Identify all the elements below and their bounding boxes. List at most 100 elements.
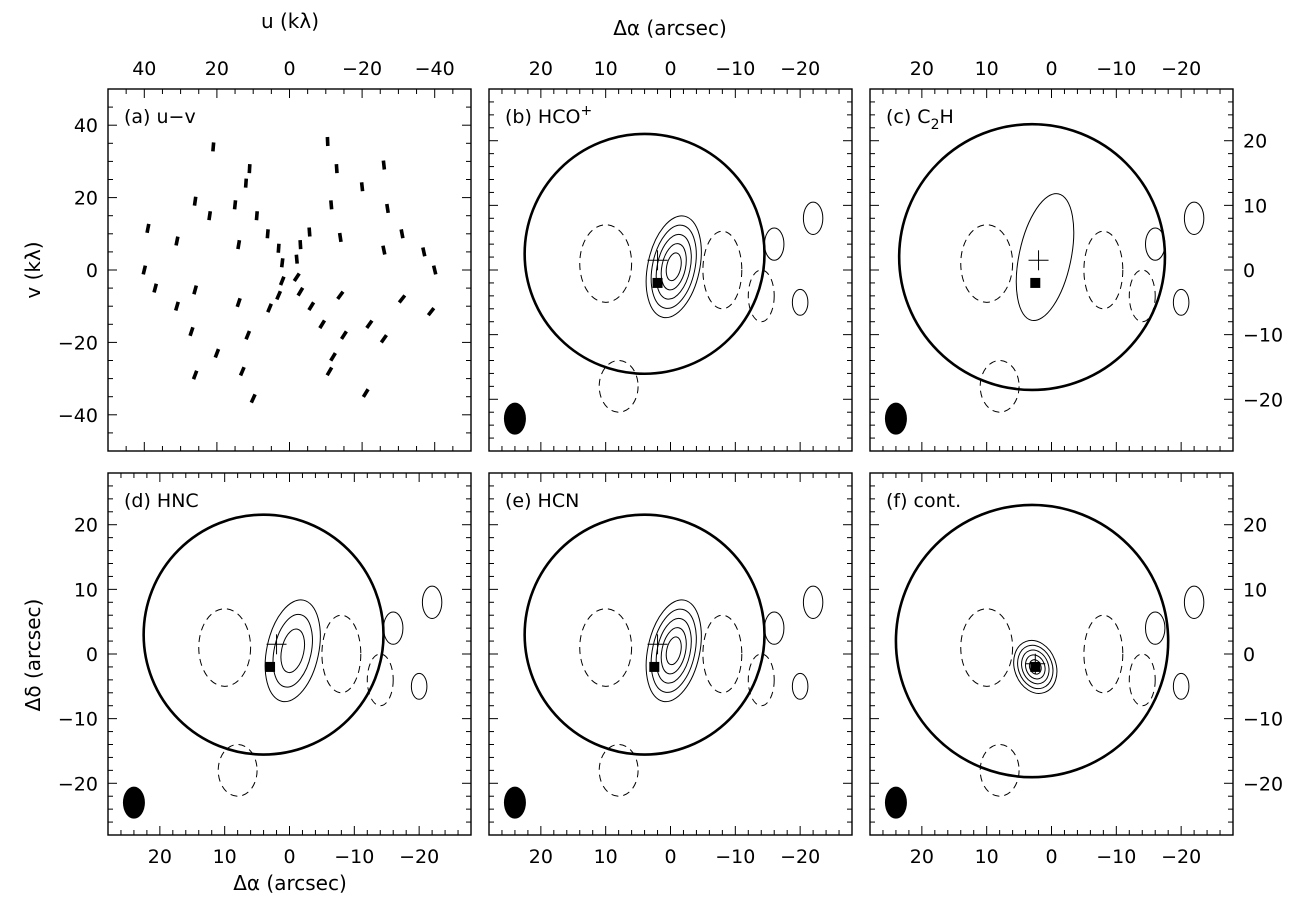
x-tick-label: 0 — [664, 846, 676, 868]
negative-contour — [598, 744, 639, 797]
negative-contour — [979, 360, 1020, 413]
x-tick-label: 20 — [205, 58, 229, 80]
uv-point — [325, 366, 334, 377]
x-tick-label: 20 — [910, 846, 934, 868]
negative-contour — [579, 608, 633, 687]
primary-beam-circle — [897, 122, 1167, 392]
x-tick-label: 0 — [1045, 58, 1057, 80]
uv-point — [339, 330, 348, 340]
uv-point — [174, 236, 180, 246]
noise-contour — [1183, 201, 1205, 235]
uv-point — [385, 203, 390, 214]
y-tick-label: 20 — [1243, 131, 1267, 153]
uv-point — [334, 164, 339, 174]
uv-point — [232, 200, 238, 210]
uv-point — [329, 200, 334, 210]
x-tick-label: 0 — [664, 58, 676, 80]
y-tick-label: 0 — [86, 260, 98, 282]
source-square-marker — [1030, 277, 1041, 288]
uv-point — [381, 245, 387, 255]
x-tick-label: 0 — [1045, 846, 1057, 868]
synthesized-beam — [884, 786, 907, 819]
panel-frame — [869, 472, 1234, 836]
y-tick-label: −40 — [58, 405, 98, 427]
noise-contour — [421, 585, 443, 619]
noise-contour — [763, 611, 785, 645]
plot-area — [141, 136, 438, 404]
panel-frame — [488, 88, 853, 452]
emission-contour — [645, 599, 702, 703]
panel-title: (d) HNC — [124, 490, 199, 512]
uv-point — [421, 247, 427, 257]
noise-contour — [1172, 672, 1190, 700]
panel-title: (c) C2H — [886, 106, 954, 133]
uv-point — [431, 265, 438, 275]
primary-beam-circle — [142, 513, 385, 756]
y-tick-label: −10 — [1243, 709, 1283, 731]
emission-contour — [650, 224, 697, 309]
emission-contour — [1021, 649, 1050, 685]
y-tick-label: 10 — [74, 579, 98, 601]
plot-area — [503, 132, 824, 435]
negative-contour — [1083, 614, 1124, 694]
bottom-axis-ra-label: Δα (arcsec) — [233, 871, 347, 895]
uv-point — [211, 142, 216, 152]
top-axis-uv-label: u (kλ) — [261, 9, 319, 33]
uv-point — [296, 286, 305, 297]
panels-layer: −40 −20 0 20 40 −40 −20 0 20 40 (a) u−v 20 10 0 −10 −20… — [58, 58, 1283, 868]
y-tick-label: 10 — [1243, 579, 1267, 601]
uv-point — [192, 285, 199, 295]
panel-a: −40 −20 0 20 40 −40 −20 0 20 40 (a) u−v — [58, 58, 472, 452]
x-tick-label: 10 — [594, 58, 618, 80]
y-tick-label: 10 — [1243, 195, 1267, 217]
primary-beam-circle — [523, 132, 766, 376]
negative-contour — [217, 744, 258, 797]
x-tick-label: −20 — [1161, 58, 1201, 80]
panel-title: (b) HCO+ — [505, 103, 592, 128]
uv-point — [318, 319, 327, 330]
source-square-marker — [265, 661, 276, 672]
noise-contour — [802, 585, 824, 619]
synthesized-beam — [884, 402, 907, 435]
uv-point — [278, 276, 286, 286]
uv-point — [426, 306, 436, 317]
negative-contour — [366, 653, 394, 707]
negative-contour — [1128, 653, 1156, 707]
uv-point — [379, 334, 388, 344]
x-tick-label: −20 — [1161, 846, 1201, 868]
uv-point — [265, 229, 270, 239]
x-tick-label: 0 — [283, 846, 295, 868]
emission-contour — [1015, 193, 1075, 322]
uv-point — [399, 229, 405, 239]
x-tick-label: −20 — [780, 58, 820, 80]
panel-title: (f) cont. — [886, 490, 961, 512]
emission-contour — [660, 243, 687, 291]
negative-contour — [1128, 269, 1156, 323]
source-square-marker — [649, 661, 660, 672]
primary-beam-circle — [894, 503, 1170, 779]
uv-point — [298, 240, 303, 250]
plot-area — [884, 122, 1205, 435]
negative-contour — [1083, 230, 1124, 310]
negative-contour — [960, 608, 1014, 687]
synthesized-beam — [503, 402, 526, 435]
emission-contour — [264, 599, 321, 703]
uv-point — [249, 393, 257, 404]
x-tick-label: −10 — [715, 846, 755, 868]
uv-point — [152, 283, 159, 293]
uv-point — [292, 272, 301, 282]
panel-b: 20 10 0 −10 −20 (b) HCO+ — [488, 58, 853, 452]
y-tick-label: 20 — [74, 515, 98, 537]
negative-contour — [702, 230, 743, 310]
uv-point — [381, 160, 387, 170]
uv-point — [254, 211, 259, 221]
uv-point — [247, 164, 252, 174]
source-square-marker — [1030, 661, 1041, 672]
noise-contour — [763, 227, 785, 261]
x-tick-label: −40 — [415, 58, 455, 80]
negative-contour — [960, 224, 1014, 303]
negative-contour — [979, 744, 1020, 797]
panel-frame — [107, 88, 472, 452]
emission-contour — [660, 627, 687, 675]
